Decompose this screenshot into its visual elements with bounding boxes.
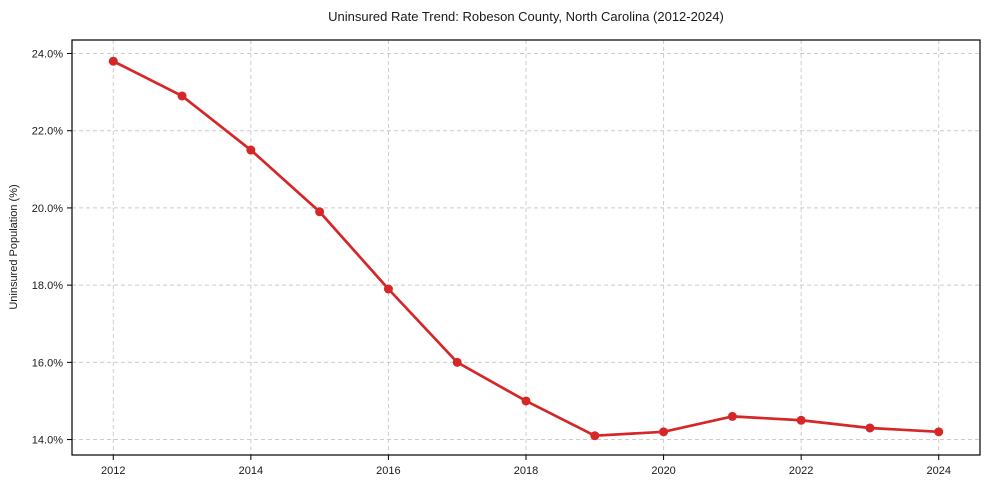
chart-title: Uninsured Rate Trend: Robeson County, No… [328, 9, 724, 24]
y-tick-label: 20.0% [32, 203, 63, 215]
data-point-marker [315, 207, 325, 217]
y-tick-label: 18.0% [32, 280, 63, 292]
data-point-marker [934, 427, 944, 437]
data-point-marker [865, 423, 875, 433]
x-tick-label: 2020 [651, 465, 675, 477]
plot-border [71, 39, 981, 456]
x-tick-label: 2018 [514, 465, 538, 477]
data-point-marker [659, 427, 669, 437]
data-point-marker [108, 56, 118, 66]
data-point-marker [177, 91, 187, 101]
y-tick-label: 14.0% [32, 435, 63, 447]
data-point-marker [383, 284, 393, 294]
x-tick-label: 2014 [239, 465, 263, 477]
x-tick-label: 2022 [789, 465, 813, 477]
x-tick-label: 2016 [376, 465, 400, 477]
data-point-marker [727, 411, 737, 421]
data-point-marker [590, 431, 600, 441]
y-tick-label: 24.0% [32, 49, 63, 61]
x-tick-label: 2012 [101, 465, 125, 477]
data-point-marker [521, 396, 531, 406]
x-tick-label: 2024 [926, 465, 950, 477]
y-tick-label: 16.0% [32, 357, 63, 369]
data-point-marker [246, 145, 256, 155]
y-tick-label: 22.0% [32, 126, 63, 138]
data-point-marker [796, 415, 806, 425]
data-point-marker [452, 357, 462, 367]
